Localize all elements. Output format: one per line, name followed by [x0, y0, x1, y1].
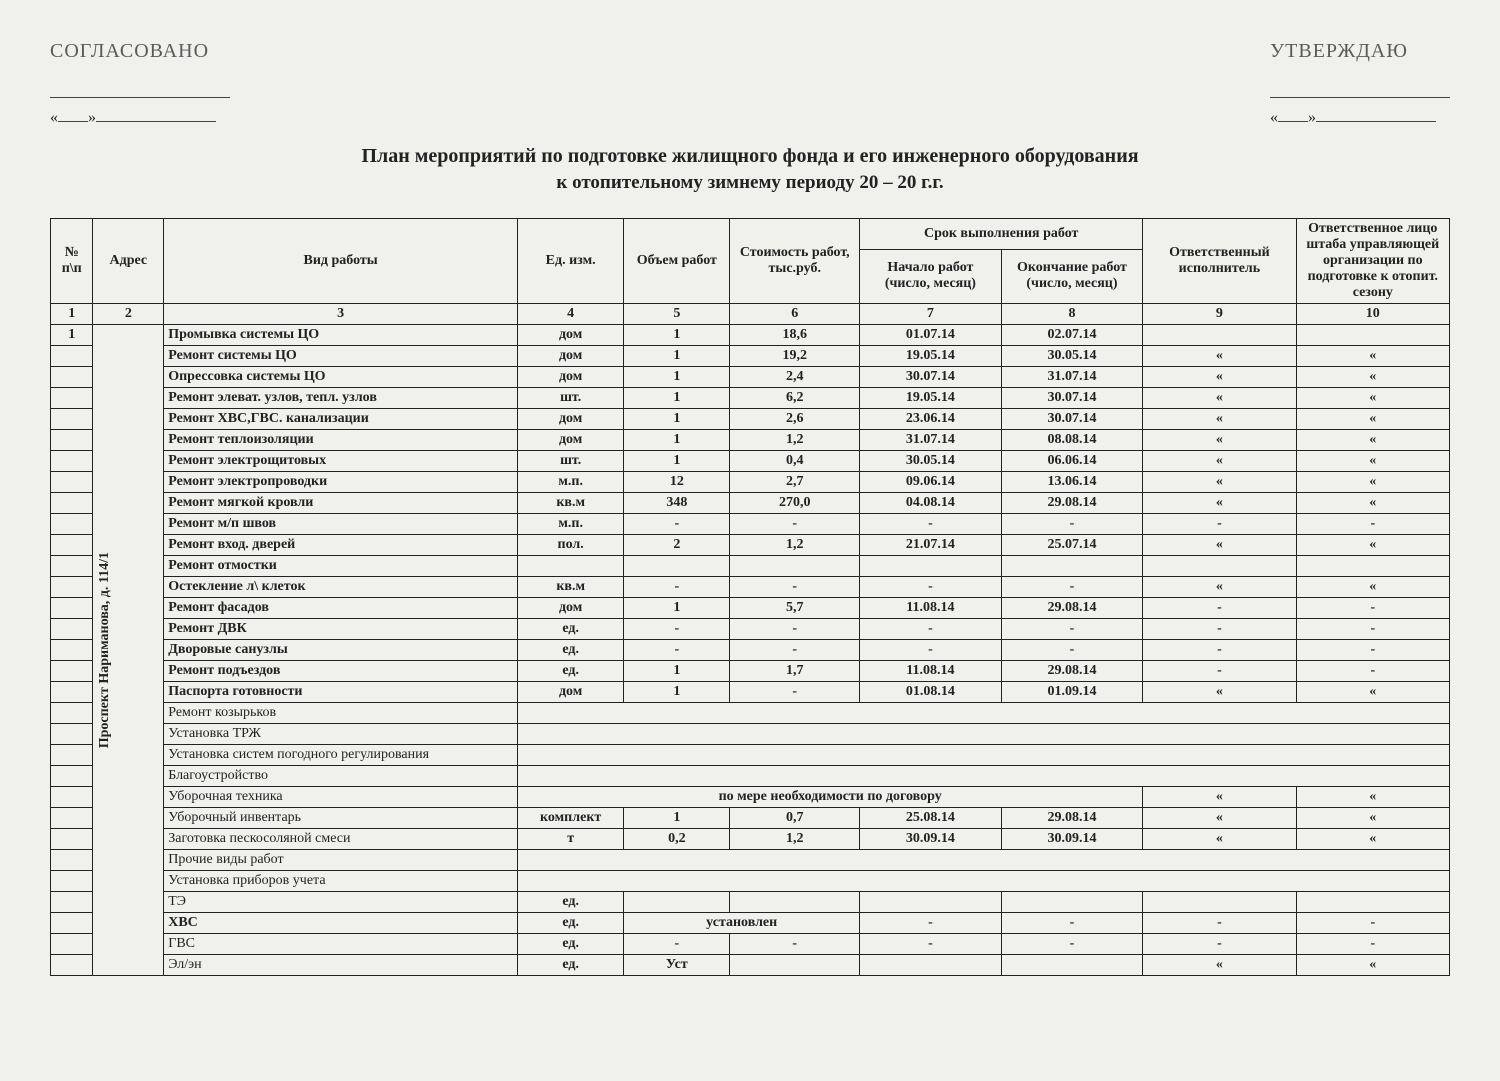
th-resp2: Ответственное лицо штаба управляющей орг…: [1296, 219, 1449, 304]
table-row: Ремонт подъездовед.11,711.08.1429.08.14-…: [51, 661, 1450, 682]
right-date-field: «»: [1270, 109, 1450, 127]
table-row: Эл/энед.Уст««: [51, 955, 1450, 976]
table-row: Уборочный инвентарькомплект10,725.08.142…: [51, 808, 1450, 829]
work-cell: ГВС: [164, 934, 518, 955]
th-resp: Ответственный исполнитель: [1143, 219, 1296, 304]
work-cell: Ремонт подъездов: [164, 661, 518, 682]
work-cell: Ремонт системы ЦО: [164, 346, 518, 367]
table-row: Ремонт м/п швовм.п.------: [51, 514, 1450, 535]
work-cell: Установка приборов учета: [164, 871, 518, 892]
work-cell: Уборочный инвентарь: [164, 808, 518, 829]
th-end: Окончание работ (число, месяц): [1001, 249, 1143, 303]
table-row: Ремонт системы ЦОдом119,219.05.1430.05.1…: [51, 346, 1450, 367]
th-work: Вид работы: [164, 219, 518, 304]
th-num: № п\п: [51, 219, 93, 304]
table-row: Ремонт ДВКед.------: [51, 619, 1450, 640]
section-row: Благоустройство: [51, 766, 1450, 787]
table-row: Ремонт электрощитовыхшт.10,430.05.1406.0…: [51, 451, 1450, 472]
work-cell: Ремонт ХВС,ГВС. канализации: [164, 409, 518, 430]
th-vol: Объем работ: [624, 219, 730, 304]
left-sig-line: [50, 83, 230, 98]
work-cell: Заготовка пескосоляной смеси: [164, 829, 518, 850]
table-row: Ремонт элеват. узлов, тепл. узловшт.16,2…: [51, 388, 1450, 409]
th-addr: Адрес: [93, 219, 164, 304]
work-cell: Ремонт отмостки: [164, 556, 518, 577]
row-number: 1: [51, 325, 93, 346]
table-row: Остекление л\ клетоккв.м----««: [51, 577, 1450, 598]
section-row: Установка систем погодного регулирования: [51, 745, 1450, 766]
work-cell: Ремонт фасадов: [164, 598, 518, 619]
doc-title: План мероприятий по подготовке жилищного…: [50, 145, 1450, 168]
th-cost: Стоимость работ, тыс.руб.: [730, 219, 860, 304]
work-cell: Установка ТРЖ: [164, 724, 518, 745]
table-head: № п\п Адрес Вид работы Ед. изм. Объем ра…: [51, 219, 1450, 325]
table-row: Опрессовка системы ЦОдом12,430.07.1431.0…: [51, 367, 1450, 388]
table-row: ГВСед.------: [51, 934, 1450, 955]
doc-subtitle: к отопительному зимнему периоду 20 – 20 …: [50, 172, 1450, 194]
table-body: 1Проспект Нариманова, д. 114/1Промывка с…: [51, 325, 1450, 976]
table-row: Ремонт мягкой кровликв.м348270,004.08.14…: [51, 493, 1450, 514]
th-start: Начало работ (число, месяц): [860, 249, 1002, 303]
th-unit: Ед. изм.: [518, 219, 624, 304]
table-row: Ремонт электропроводким.п.122,709.06.141…: [51, 472, 1450, 493]
section-row: Прочие виды работ: [51, 850, 1450, 871]
table-row: Ремонт вход. дверейпол.21,221.07.1425.07…: [51, 535, 1450, 556]
table-row: Заготовка пескосоляной смесит0,21,230.09…: [51, 829, 1450, 850]
work-cell: Ремонт м/п швов: [164, 514, 518, 535]
table-row: Уборочная техникапо мере необходимости п…: [51, 787, 1450, 808]
section-row: Ремонт козырьков: [51, 703, 1450, 724]
left-approval-label: СОГЛАСОВАНО: [50, 40, 230, 63]
work-cell: Установка систем погодного регулирования: [164, 745, 518, 766]
section-row: Установка ТРЖ: [51, 724, 1450, 745]
work-cell: Ремонт вход. дверей: [164, 535, 518, 556]
right-sig-line: [1270, 83, 1450, 98]
table-row: 1Проспект Нариманова, д. 114/1Промывка с…: [51, 325, 1450, 346]
work-cell: Прочие виды работ: [164, 850, 518, 871]
work-cell: Ремонт электрощитовых: [164, 451, 518, 472]
th-period: Срок выполнения работ: [860, 219, 1143, 250]
table-row: ТЭед.: [51, 892, 1450, 913]
work-cell: Опрессовка системы ЦО: [164, 367, 518, 388]
work-cell: Остекление л\ клеток: [164, 577, 518, 598]
table-row: Ремонт теплоизоляциидом11,231.07.1408.08…: [51, 430, 1450, 451]
table-row: ХВСед.установлен----: [51, 913, 1450, 934]
address-cell: Проспект Нариманова, д. 114/1: [93, 325, 164, 976]
work-cell: Эл/эн: [164, 955, 518, 976]
work-cell: ТЭ: [164, 892, 518, 913]
left-date-field: «»: [50, 109, 230, 127]
work-cell: Дворовые санузлы: [164, 640, 518, 661]
table-row: Ремонт отмостки: [51, 556, 1450, 577]
table-row: Паспорта готовностидом1-01.08.1401.09.14…: [51, 682, 1450, 703]
work-cell: Паспорта готовности: [164, 682, 518, 703]
column-number-row: 1 2 3 4 5 6 7 8 9 10: [51, 304, 1450, 325]
work-cell: Промывка системы ЦО: [164, 325, 518, 346]
work-cell: Ремонт элеват. узлов, тепл. узлов: [164, 388, 518, 409]
work-cell: Ремонт теплоизоляции: [164, 430, 518, 451]
plan-table: № п\п Адрес Вид работы Ед. изм. Объем ра…: [50, 218, 1450, 976]
table-row: Ремонт ХВС,ГВС. канализациидом12,623.06.…: [51, 409, 1450, 430]
section-row: Установка приборов учета: [51, 871, 1450, 892]
table-row: Дворовые санузлыед.------: [51, 640, 1450, 661]
work-cell: Ремонт мягкой кровли: [164, 493, 518, 514]
merged-note: по мере необходимости по договору: [518, 787, 1143, 808]
work-cell: Благоустройство: [164, 766, 518, 787]
right-approval-label: УТВЕРЖДАЮ: [1270, 40, 1450, 63]
work-cell: Ремонт козырьков: [164, 703, 518, 724]
work-cell: Ремонт электропроводки: [164, 472, 518, 493]
table-row: Ремонт фасадовдом15,711.08.1429.08.14--: [51, 598, 1450, 619]
approval-header: СОГЛАСОВАНО «» УТВЕРЖДАЮ «»: [50, 40, 1450, 127]
work-cell: Ремонт ДВК: [164, 619, 518, 640]
